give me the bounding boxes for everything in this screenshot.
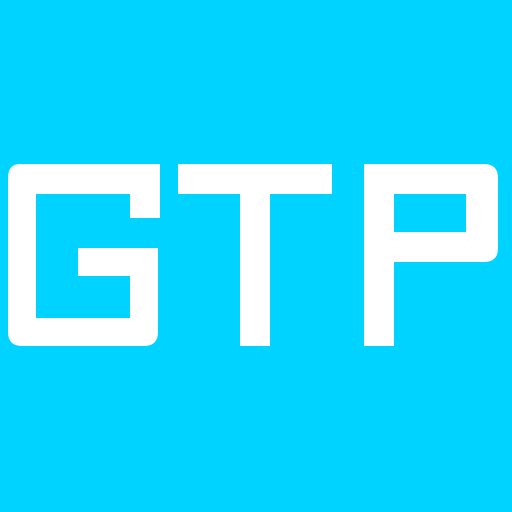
- letter-t: [178, 164, 332, 346]
- letter-g: [8, 164, 160, 346]
- logo-lettering: [8, 164, 498, 346]
- letter-p: [364, 164, 498, 346]
